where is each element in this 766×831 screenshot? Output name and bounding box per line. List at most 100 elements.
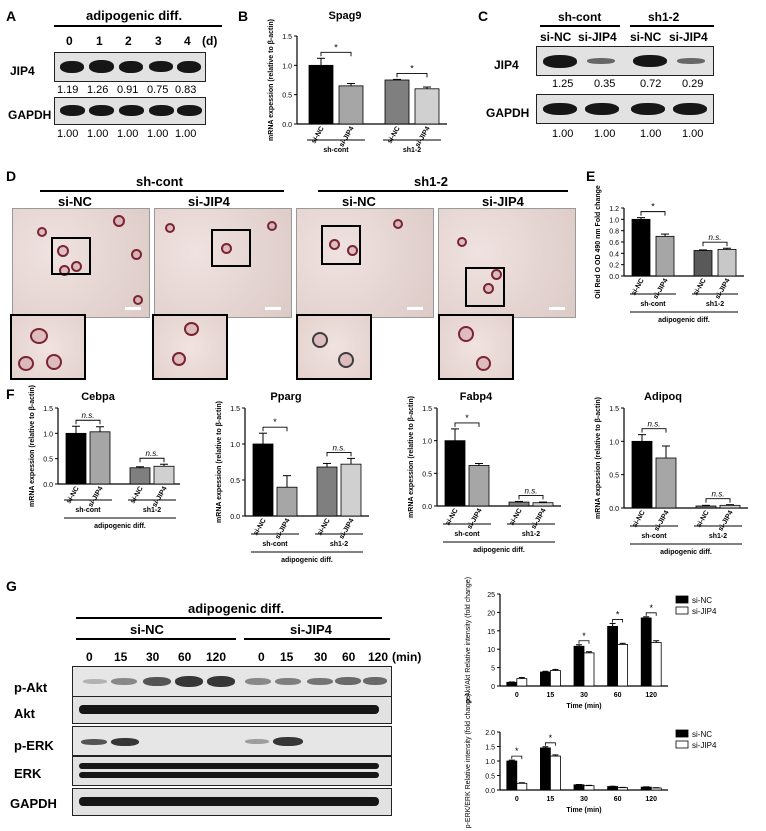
x-tick-label: si-JIP4 [87,485,104,508]
significance-bracket [518,494,544,500]
lane-label: si-JIP4 [669,30,708,44]
jip4-blot [54,52,206,82]
inset-sh12-si-nc [296,314,372,380]
time-label: 120 [368,650,389,664]
time-label: 15 [114,650,128,664]
group-underline [540,25,620,27]
footer-label: adipogenic diff. [281,557,333,564]
y-tick-label: 1.0 [43,431,53,438]
bar [276,486,298,517]
row-label: p-Akt [14,680,48,695]
legend-swatch [675,595,689,604]
significance-bracket [641,428,667,433]
legend-label: si-NC [692,596,712,605]
bar [308,64,334,125]
bar [693,250,713,277]
y-tick-label: 0.0 [609,506,619,513]
y-tick-label: 0.5 [422,471,432,478]
x-tick-label: 120 [645,796,657,803]
x-tick-label: si-JIP4 [414,125,431,148]
significance-bracket [612,619,623,623]
x-tick-label: si-JIP4 [274,517,291,540]
group-label: sh1-2 [706,301,724,308]
bar [717,248,737,277]
y-tick-label: 1.2 [609,206,619,213]
bar [573,645,585,687]
x-tick-label: si-JIP4 [530,507,547,530]
y-tick-label: 0.0 [609,274,619,281]
row-label: p-ERK [14,738,54,753]
legend-swatch [675,729,689,738]
unit-label: (d) [202,34,218,48]
bar [650,787,662,791]
gapdh-blot [54,97,206,125]
image-label: si-JIP4 [188,194,230,209]
y-tick-label: 1.5 [422,406,432,413]
jip4-value: 1.19 [57,84,79,96]
group-label: si-NC [130,622,164,637]
y-tick-label: 0.0 [230,514,240,521]
x-tick-label: si-JIP4 [714,277,731,300]
time-label: 15 [280,650,294,664]
group-underline [76,638,236,640]
significance-label: n.s. [709,233,722,242]
significance-label: n.s. [648,420,661,429]
y-tick-label: 0.0 [282,122,292,129]
y-tick-label: 1.0 [609,217,619,224]
significance-bracket [139,457,165,463]
time-label: 120 [206,650,227,664]
bar [631,218,651,277]
significance-bracket [396,72,428,78]
y-tick-label: 0.8 [609,229,619,236]
significance-bracket [454,422,480,427]
bar [384,79,410,125]
time-label: 60 [342,650,356,664]
significance-label: * [582,631,586,641]
micrograph-sh-cont-si-nc [12,208,150,318]
group-underline [40,190,284,192]
chart-title-f4: Adipoq [644,391,682,403]
x-tick-label: si-NC [387,126,402,145]
group-label: sh-cont [641,533,667,540]
x-axis-label: Time (min) [566,807,601,814]
time-label: 30 [146,650,160,664]
lane-label: si-JIP4 [578,30,617,44]
group-label: sh1-2 [648,10,680,24]
bar [640,617,652,687]
y-tick-label: 0.0 [422,504,432,511]
significance-bracket [511,755,523,760]
inset-sh-cont-si-nc [10,314,86,380]
y-tick-label: 1.0 [230,442,240,449]
y-tick-label: 1.0 [422,439,432,446]
bar [540,671,551,687]
jip4-value: 0.83 [175,84,197,96]
bar [607,625,618,687]
group-label: sh1-2 [330,541,348,548]
y-tick-label: 1.5 [43,406,53,413]
chart-title-f2: Pparg [270,391,301,403]
row-label: GAPDH [8,108,52,122]
y-tick-label: 0.2 [609,263,619,270]
y-tick-label: 0.5 [43,457,53,464]
bar [153,465,175,485]
bar [516,678,528,687]
significance-label: * [515,746,519,756]
y-tick-label: 0.0 [43,482,53,489]
x-tick-label: si-JIP4 [717,509,734,532]
y-tick-label: 20 [487,610,495,617]
bar [583,785,595,791]
gapdh-value: 1.00 [117,128,139,140]
jip4-value: 0.29 [682,78,704,90]
row-label: JIP4 [10,64,35,78]
x-tick-label: si-JIP4 [151,485,168,508]
image-label: si-NC [58,194,92,209]
footer-label: adipogenic diff. [94,523,146,530]
x-tick-label: 30 [580,692,588,699]
group-label: sh-cont [136,174,183,189]
group-label: sh-cont [558,10,602,24]
jip4-value: 0.35 [594,78,616,90]
y-axis-label: mRNA expession (relative to β-actin) [216,401,223,523]
legend-label: si-NC [692,730,712,739]
bar [532,502,554,507]
chart-title-b: Spag9 [328,10,361,22]
